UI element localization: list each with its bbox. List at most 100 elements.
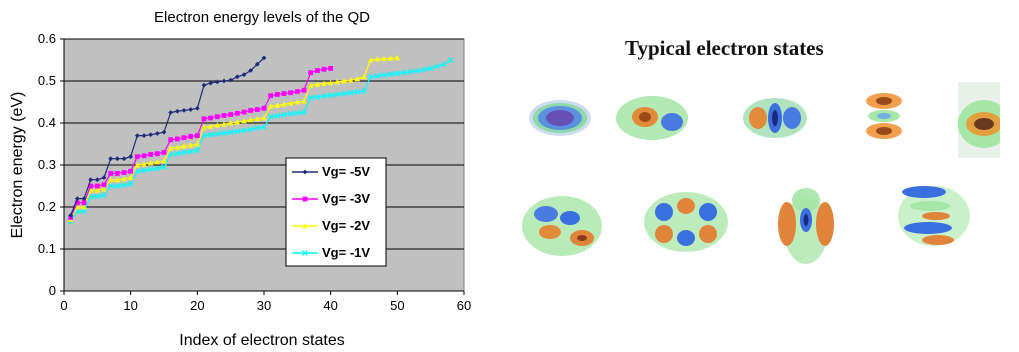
data-point <box>221 113 227 118</box>
data-point-stroke <box>281 111 287 118</box>
data-point <box>161 129 167 135</box>
y-tick-label: 0.3 <box>38 157 56 172</box>
data-point <box>254 115 261 122</box>
data-point <box>181 149 187 156</box>
state-lobe <box>560 211 580 225</box>
data-point-stroke <box>227 129 234 136</box>
data-point-stroke <box>187 148 194 155</box>
x-tick-label: 50 <box>390 298 404 313</box>
data-point-stroke <box>407 68 414 75</box>
data-point <box>301 109 307 115</box>
data-point <box>228 77 234 83</box>
data-point-stroke <box>107 183 114 189</box>
data-point <box>314 81 321 87</box>
state-lobe <box>876 127 892 135</box>
data-point-stroke <box>247 126 254 133</box>
data-point <box>88 183 94 189</box>
data-point <box>247 126 254 133</box>
data-point <box>447 57 454 63</box>
data-point <box>168 137 174 143</box>
data-point <box>74 204 81 210</box>
data-point <box>361 88 367 94</box>
data-point-stroke <box>421 66 427 73</box>
data-point-stroke <box>314 94 321 100</box>
data-point-stroke <box>214 131 221 137</box>
data-point <box>294 89 300 94</box>
data-point <box>208 80 214 86</box>
data-point <box>414 68 421 74</box>
state-lobe <box>974 118 994 130</box>
data-point-stroke <box>447 57 454 63</box>
data-point <box>187 142 194 148</box>
data-point-stroke <box>147 166 154 173</box>
y-axis-label: Electron energy (eV) <box>9 92 26 239</box>
data-point <box>341 78 347 84</box>
data-point <box>302 250 308 256</box>
data-point-stroke <box>287 110 294 117</box>
state-lobe <box>749 107 767 129</box>
data-point <box>101 175 107 180</box>
data-point <box>394 55 401 61</box>
data-point <box>154 159 161 165</box>
data-point <box>308 70 314 75</box>
series-line <box>70 59 451 223</box>
chart-title: Electron energy levels of the QD <box>154 9 370 26</box>
data-point <box>281 111 287 118</box>
data-point <box>354 76 361 82</box>
legend-label: Vg= -2V <box>322 218 370 233</box>
data-point <box>334 91 341 98</box>
data-point-stroke <box>321 93 327 99</box>
data-point-stroke <box>234 128 241 135</box>
data-point-stroke <box>207 131 214 138</box>
data-point <box>421 66 427 73</box>
data-point <box>227 120 234 126</box>
y-tick-label: 0.2 <box>38 199 56 214</box>
data-point-stroke <box>294 110 301 116</box>
data-point <box>261 115 267 121</box>
data-point <box>234 74 240 80</box>
data-point <box>187 148 194 155</box>
data-point-stroke <box>367 73 374 80</box>
data-point <box>301 98 307 104</box>
data-point <box>248 68 254 73</box>
energy-levels-chart: Electron energy levels of the QD 0 0.1 0.2… <box>9 9 471 349</box>
data-point-stroke <box>327 92 334 99</box>
states-title: Typical electron states <box>625 36 824 60</box>
data-point <box>81 204 87 210</box>
data-point <box>121 170 127 175</box>
data-point-stroke <box>361 88 367 94</box>
data-point <box>74 200 80 206</box>
legend: Vg= -5V Vg= -3V Vg= -2V Vg= -1V <box>285 157 387 267</box>
x-tick-label: 60 <box>457 298 471 313</box>
data-point <box>287 100 294 106</box>
gridlines <box>64 38 464 250</box>
legend-box <box>285 157 387 267</box>
data-point <box>274 113 281 119</box>
data-point-stroke <box>394 70 401 77</box>
data-point <box>181 135 187 141</box>
data-point <box>88 177 94 183</box>
data-point-stroke <box>401 69 407 76</box>
data-point <box>121 156 127 162</box>
legend-label: Vg= -1V <box>322 245 370 260</box>
data-point <box>261 55 267 61</box>
data-point <box>154 131 160 136</box>
data-point-stroke <box>81 208 87 215</box>
data-point <box>161 157 167 164</box>
data-point <box>107 183 114 189</box>
data-point <box>114 176 121 183</box>
data-point <box>174 150 181 157</box>
data-point <box>334 78 341 85</box>
data-point-stroke <box>381 72 387 78</box>
data-point <box>274 92 280 97</box>
data-point <box>148 152 154 157</box>
data-point <box>201 124 207 130</box>
data-point <box>161 164 167 170</box>
data-point <box>221 78 227 84</box>
data-point <box>194 147 201 154</box>
x-tick-label: 30 <box>257 298 271 313</box>
data-point-stroke <box>267 113 274 120</box>
data-point <box>141 153 147 159</box>
electron-states-panel <box>522 82 1000 264</box>
data-point <box>81 196 87 201</box>
